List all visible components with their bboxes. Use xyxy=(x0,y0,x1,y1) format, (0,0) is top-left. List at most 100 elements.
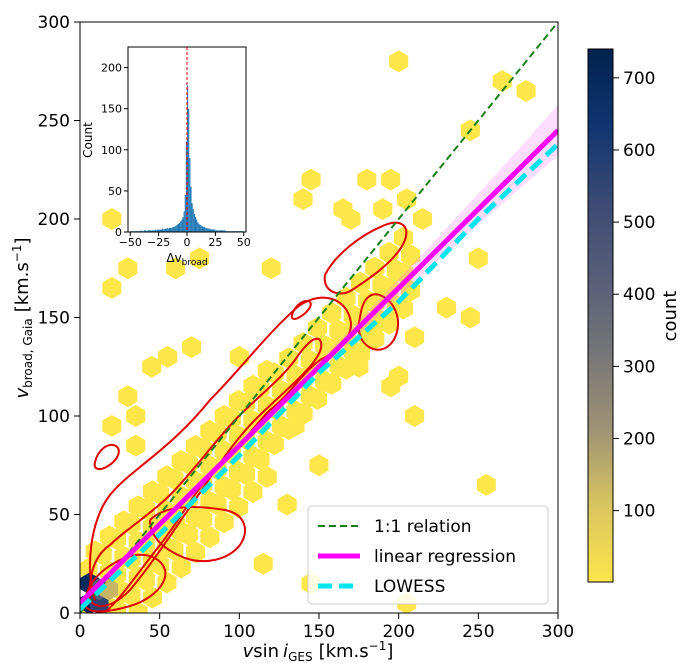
legend-label-lowess: LOWESS xyxy=(374,577,445,597)
hexbin-cell xyxy=(118,257,138,280)
histogram-bar xyxy=(205,227,207,232)
hexbin-cell xyxy=(436,296,456,319)
hexbin-cell xyxy=(166,257,186,280)
hexbin-cell xyxy=(279,347,299,370)
fit-lines xyxy=(80,22,558,613)
hexbin-cell xyxy=(393,226,413,249)
legend: 1:1 relation linear regression LOWESS xyxy=(307,505,549,605)
histogram-bar xyxy=(216,230,218,232)
histogram-bar xyxy=(140,230,142,232)
main-x-axis-label: vsin iGES [km.s−1] xyxy=(243,639,394,663)
hexbin-cell xyxy=(126,405,146,427)
histogram-bar xyxy=(175,225,177,232)
colorbar-tick-label: 700 xyxy=(623,69,655,89)
hexbin-cell xyxy=(389,50,409,73)
histogram-bar xyxy=(165,228,167,232)
contour-small-left xyxy=(93,444,120,471)
contour-inner xyxy=(84,553,167,613)
hexbin-cell xyxy=(236,463,256,486)
histogram-bar xyxy=(219,230,222,232)
hexbin-cell xyxy=(413,208,433,230)
linear-regression-line xyxy=(80,128,558,605)
histogram-bar xyxy=(143,230,146,232)
histogram-bar xyxy=(196,219,198,232)
hexbin-cell xyxy=(293,188,313,211)
hexbin-cell xyxy=(157,571,177,594)
histogram-bar xyxy=(222,230,224,232)
hexbin-cell xyxy=(333,198,353,221)
hexbin-cell xyxy=(250,448,270,471)
colorbar: 100 200 300 400 500 600 700 count xyxy=(587,48,681,583)
hexbin-cell xyxy=(261,257,281,280)
histogram-bar xyxy=(218,230,220,232)
histogram-bar xyxy=(223,230,225,232)
hexbin-cell xyxy=(349,355,369,378)
histogram-bar xyxy=(201,226,203,232)
hexbin-cell xyxy=(307,388,327,410)
hexbin-cell xyxy=(118,385,138,408)
histogram-bar xyxy=(185,141,187,232)
inset-histogram: −50 −25 0 25 50 0 50 100 150 200 Δvbroad Count xyxy=(81,46,251,268)
y-tick-label: 250 xyxy=(38,112,70,132)
histogram-bar xyxy=(193,213,195,232)
histogram-bar xyxy=(217,230,219,232)
y-tick-label: 0 xyxy=(59,604,70,624)
histogram-bar xyxy=(181,219,183,232)
histogram-bar xyxy=(160,229,163,232)
hexbin-cell xyxy=(293,332,313,355)
histogram-bar xyxy=(210,229,212,232)
colorbar-tick-label: 500 xyxy=(623,213,655,233)
hexbin-cell xyxy=(229,345,249,368)
colorbar-gradient xyxy=(587,48,614,583)
hexbin-cell xyxy=(516,80,536,102)
histogram-bar xyxy=(152,230,155,232)
hexbin-cell xyxy=(285,414,305,437)
hexbin-cell xyxy=(460,306,480,329)
hexbin-cell xyxy=(135,497,155,520)
histogram-bar xyxy=(149,230,151,232)
histogram-bar xyxy=(145,230,147,232)
hexbin-cell xyxy=(381,168,401,191)
hexbin-cell xyxy=(158,345,178,368)
histogram-bar xyxy=(192,208,194,232)
histogram-bar xyxy=(151,230,153,232)
x-tick-label: 300 xyxy=(542,622,574,642)
histogram-bar xyxy=(204,227,206,232)
x-tick-label: 200 xyxy=(382,622,414,642)
hexbin-cell xyxy=(186,541,205,564)
histogram-bar xyxy=(187,85,189,233)
hexbin-cell xyxy=(193,508,213,531)
hexbin-cell xyxy=(257,466,277,488)
histogram-bar xyxy=(168,227,170,232)
lowess-line xyxy=(80,142,558,611)
hexbin-cell xyxy=(200,526,220,549)
colorbar-tick-label: 600 xyxy=(623,141,655,161)
hexbin-cell xyxy=(397,188,417,211)
legend-label-one-to-one: 1:1 relation xyxy=(374,517,472,537)
histogram-bar xyxy=(206,227,208,232)
hist-y-tick-label: 0 xyxy=(115,226,122,239)
histogram-bar xyxy=(169,227,172,232)
histogram-bar xyxy=(174,226,176,232)
hexbin-cell xyxy=(143,586,162,609)
hexbin-cell xyxy=(365,256,385,279)
histogram-bar xyxy=(167,228,169,232)
histogram-bar xyxy=(215,230,217,232)
hist-x-tick-label: −25 xyxy=(147,236,170,249)
histogram-bar xyxy=(188,108,190,232)
histogram-y-label: Count xyxy=(81,122,95,158)
histogram-x-label: Δvbroad xyxy=(166,251,207,268)
one-to-one-line xyxy=(80,22,558,613)
histogram-bar xyxy=(189,158,191,232)
hist-x-tick-label: 0 xyxy=(184,236,191,249)
histogram-bar xyxy=(184,195,186,232)
hexbin-cell xyxy=(182,336,202,359)
hexbin-cell xyxy=(468,247,488,270)
hexbin-cell xyxy=(102,414,122,437)
histogram-bar xyxy=(198,223,200,232)
hexbin-cell xyxy=(405,326,425,349)
hist-x-tick-label: 25 xyxy=(208,236,222,249)
histogram-bar xyxy=(159,229,161,232)
